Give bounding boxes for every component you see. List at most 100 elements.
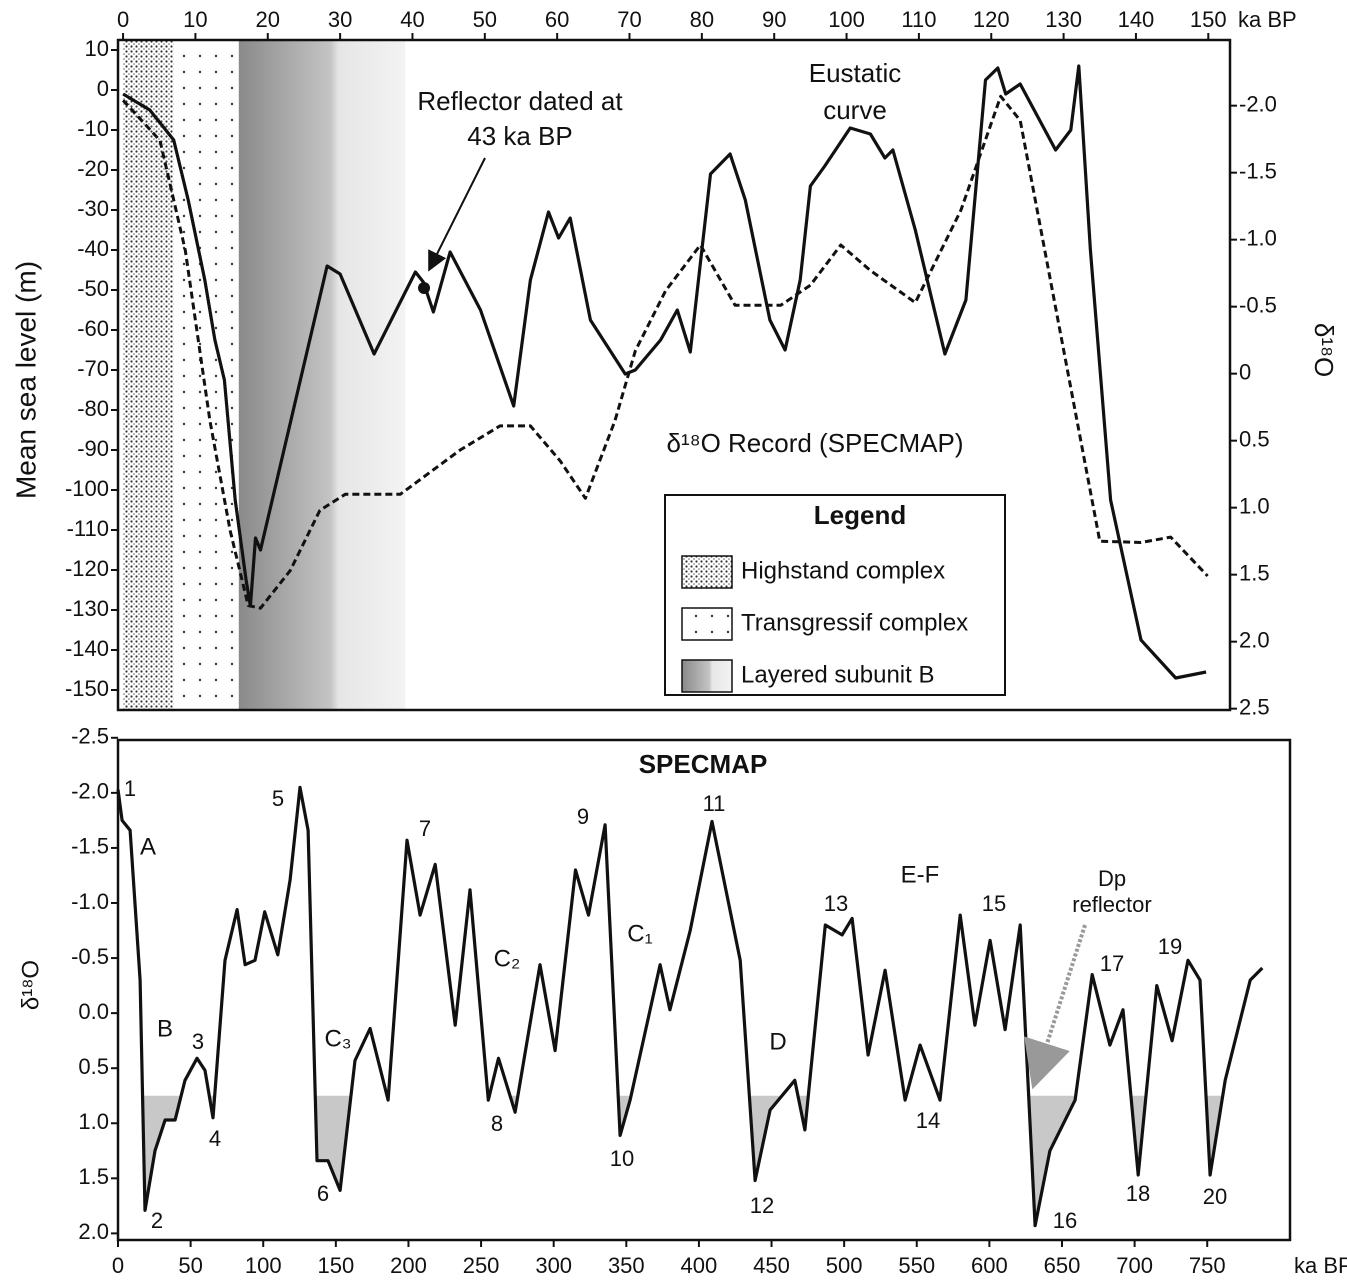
- x-tick-label: 100: [245, 1253, 282, 1278]
- y-tick-label: -1.5: [71, 834, 109, 859]
- y-tick-label: 1.5: [78, 1164, 109, 1189]
- dp-arrow: [1024, 924, 1087, 1090]
- legend-label: Layered subunit B: [741, 661, 934, 688]
- plot-frame: [116, 38, 1232, 712]
- stage-label: 6: [317, 1181, 329, 1206]
- stage-label: 1: [124, 776, 136, 801]
- y-tick-label: -1.0: [71, 889, 109, 914]
- stage-label: 17: [1100, 951, 1124, 976]
- y-tick-label: -130: [65, 596, 109, 621]
- zone: [238, 40, 406, 710]
- series-line: [122, 64, 1207, 680]
- reflector-point: [418, 282, 431, 294]
- stage-label: 18: [1126, 1181, 1150, 1206]
- y-tick-label: -2.5: [71, 724, 109, 749]
- x-tick-label: 150: [1190, 7, 1227, 32]
- stage-label: 4: [209, 1126, 221, 1151]
- annotation: Eustatic: [809, 58, 902, 88]
- annotation: A: [140, 833, 156, 860]
- zone: [123, 40, 174, 710]
- y2-tick-label: -1.0: [1239, 225, 1277, 250]
- stage-label: 16: [1053, 1208, 1077, 1233]
- y2-tick-label: 0: [1239, 359, 1251, 384]
- x-tick-label: 350: [608, 1253, 645, 1278]
- y-tick-label: 0.0: [78, 999, 109, 1024]
- stage-label: 19: [1158, 934, 1182, 959]
- legend-label: Transgressif complex: [741, 609, 968, 636]
- series-line: [121, 94, 1209, 610]
- y-tick-label: 1.0: [78, 1109, 109, 1134]
- x-tick-label: 40: [400, 7, 424, 32]
- y-tick-label: -100: [65, 476, 109, 501]
- stage-label: 15: [982, 891, 1006, 916]
- y-tick-label: -90: [77, 436, 109, 461]
- annotation: C₁: [627, 920, 652, 947]
- stage-label: 8: [491, 1111, 503, 1136]
- x-tick-label: 130: [1045, 7, 1082, 32]
- x-tick-label: 80: [690, 7, 714, 32]
- y2-tick-label: 1.0: [1239, 493, 1270, 518]
- x-tick-label: 300: [535, 1253, 572, 1278]
- annotation: C₂: [494, 945, 521, 972]
- y-tick-label: 2.0: [78, 1219, 109, 1244]
- x-tick-label: 120: [973, 7, 1010, 32]
- x-tick-label: 30: [328, 7, 352, 32]
- y-tick-label: -80: [77, 396, 109, 421]
- x-tick-label: 110: [901, 7, 936, 32]
- y-tick-label: -120: [65, 556, 109, 581]
- stage-label: 14: [916, 1108, 940, 1133]
- y-tick-label: -60: [77, 316, 109, 341]
- x-tick-label: 70: [617, 7, 641, 32]
- stage-label: 10: [610, 1146, 634, 1171]
- x-tick-label: 140: [1118, 7, 1155, 32]
- annotation: B: [157, 1015, 173, 1042]
- y2-tick-label: -0.5: [1239, 292, 1277, 317]
- x-tick-label: 0: [117, 7, 129, 32]
- x-tick-label: 100: [828, 7, 865, 32]
- annotation: δ¹⁸O Record (SPECMAP): [666, 428, 963, 458]
- y2-tick-label: -1.5: [1239, 158, 1277, 183]
- annotation: C₃: [324, 1025, 351, 1052]
- plot-layer: 0 10 20 30 40 50 60 70 80 90 100 110 120 130 140 150 ka …: [10, 7, 1347, 1278]
- chart-title: SPECMAP: [639, 749, 768, 779]
- annotation: 43 ka BP: [467, 121, 573, 151]
- stage-label: 12: [750, 1193, 774, 1218]
- y-tick-label: -20: [77, 156, 109, 181]
- legend-label: Highstand complex: [741, 557, 945, 584]
- x-tick-label: 20: [256, 7, 280, 32]
- x-tick-label: 250: [463, 1253, 500, 1278]
- stage-label: 13: [824, 891, 848, 916]
- x-tick-label: 750: [1189, 1253, 1226, 1278]
- stage-label: 9: [577, 804, 589, 829]
- x-tick-label: 700: [1116, 1253, 1153, 1278]
- stage-label: 5: [272, 786, 284, 811]
- legend-swatch: [681, 555, 733, 589]
- x-tick-label: 200: [390, 1253, 427, 1278]
- x-tick-label: 0: [112, 1253, 124, 1278]
- x-tick-label: 60: [545, 7, 569, 32]
- x-tick-label: 500: [826, 1253, 863, 1278]
- annotation: E-F: [901, 861, 940, 888]
- reflector-arrow: [428, 157, 486, 272]
- y-axis-label: δ¹⁸O: [17, 960, 44, 1010]
- y-tick-label: -110: [67, 516, 109, 541]
- annotation: reflector: [1072, 892, 1151, 917]
- y2-tick-label: 2.0: [1239, 627, 1270, 652]
- legend-box: [664, 494, 1006, 696]
- plot-frame: [116, 738, 1292, 1242]
- x-tick-label: 550: [898, 1253, 935, 1278]
- stage-label: 2: [151, 1208, 163, 1233]
- x-unit: ka BP: [1294, 1253, 1347, 1278]
- x-unit: ka BP: [1238, 7, 1297, 32]
- annotation: Dp: [1098, 866, 1126, 891]
- x-tick-label: 50: [473, 7, 497, 32]
- annotation: D: [769, 1028, 786, 1055]
- x-tick-label: 650: [1044, 1253, 1081, 1278]
- y-tick-label: -140: [65, 636, 109, 661]
- stage-label: 11: [703, 791, 726, 816]
- y-tick-label: -0.5: [71, 944, 109, 969]
- y-tick-label: -10: [77, 116, 109, 141]
- y2-tick-label: 1.5: [1239, 560, 1270, 585]
- stage-label: 3: [192, 1029, 204, 1054]
